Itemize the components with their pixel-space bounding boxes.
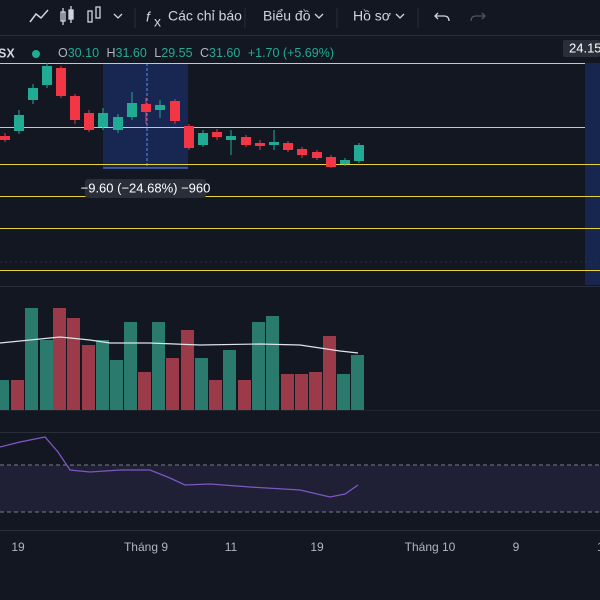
- volume-bar: [96, 340, 109, 410]
- volume-bar: [309, 372, 322, 410]
- volume-bar: [195, 358, 208, 410]
- candle-body: [198, 133, 208, 145]
- volume-bar: [351, 355, 364, 410]
- chevron[interactable]: [314, 13, 324, 19]
- rsi-line: [0, 436, 359, 498]
- candle-body: [312, 152, 322, 158]
- candle-body: [56, 68, 66, 96]
- candle-body: [255, 143, 265, 146]
- volume-bar: [152, 322, 165, 410]
- volume-bar: [138, 372, 151, 410]
- volume-bars: [0, 308, 364, 410]
- o-label: O: [58, 46, 68, 60]
- candle-body: [283, 143, 293, 150]
- level-lines: [0, 63, 600, 271]
- time-label: 19: [310, 540, 324, 554]
- candle-body: [0, 136, 10, 140]
- candle-body: [84, 113, 94, 130]
- candle-body: [297, 149, 307, 155]
- volume-bar: [181, 330, 194, 410]
- candle-body: [226, 136, 236, 140]
- volume-bar: [110, 360, 123, 410]
- volume-bar: [40, 340, 53, 410]
- time-label: Tháng 9: [124, 540, 168, 554]
- fx-icon[interactable]: f: [146, 9, 152, 25]
- candle-body: [269, 142, 279, 145]
- volume-bar: [166, 358, 179, 410]
- candle-body: [141, 104, 151, 112]
- measure-box: [85, 179, 206, 198]
- price-label-box: [563, 40, 600, 57]
- volume-bar: [295, 374, 308, 410]
- volume-bar: [25, 308, 38, 410]
- time-label: 19: [11, 540, 25, 554]
- undo-icon[interactable]: [434, 12, 450, 22]
- bar-icon[interactable]: [87, 6, 101, 23]
- volume-bar: [0, 380, 9, 410]
- time-label: 11: [225, 540, 238, 554]
- candle-body: [326, 157, 336, 167]
- time-label: Tháng 10: [405, 540, 456, 554]
- candles: [0, 63, 364, 168]
- volume-bar: [337, 374, 350, 410]
- candle-body: [28, 88, 38, 100]
- ohlc-legend: O30.10 H31.60 L29.55 C31.60 +1.70 (+5.69…: [58, 46, 334, 60]
- h-value: 31.60: [116, 46, 147, 60]
- candle-body: [354, 145, 364, 161]
- time-label: 9: [513, 540, 520, 554]
- candle-body: [42, 66, 52, 85]
- time-label: 1: [597, 540, 600, 554]
- candle-body: [184, 126, 194, 148]
- candle-body: [340, 160, 350, 164]
- volume-bar: [67, 318, 80, 410]
- candle-body: [127, 103, 137, 117]
- rsi-band: [0, 465, 600, 512]
- volume-ma: [0, 336, 359, 354]
- chevron[interactable]: [395, 13, 405, 19]
- candle-body: [241, 137, 251, 145]
- profile-button[interactable]: Hồ sơ: [353, 8, 391, 24]
- candle-body: [212, 132, 222, 137]
- candle-body: [155, 105, 165, 110]
- volume-bar: [266, 316, 279, 410]
- candle-body: [70, 96, 80, 120]
- fx-icon[interactable]: x: [154, 14, 161, 30]
- line-icon[interactable]: [29, 9, 49, 23]
- volume-bar: [124, 322, 137, 410]
- volume-bar: [252, 322, 265, 410]
- c-value: 31.60: [209, 46, 240, 60]
- volume-bar: [223, 350, 236, 410]
- chevron[interactable]: [113, 13, 123, 19]
- price-label: 24.15: [569, 40, 600, 55]
- symbol: SX: [0, 46, 15, 60]
- volume-bar: [209, 380, 222, 410]
- l-value: 29.55: [161, 46, 192, 60]
- volume-bar: [11, 380, 24, 410]
- volume-bar: [323, 336, 336, 410]
- volume-bar: [281, 374, 294, 410]
- c-label: C: [200, 46, 209, 60]
- redo-icon[interactable]: [470, 12, 486, 22]
- candle-body: [170, 101, 180, 121]
- candle-body: [14, 115, 24, 131]
- measure-label: −9.60 (−24.68%) −960: [81, 180, 211, 195]
- change: +1.70 (+5.69%): [248, 46, 334, 60]
- volume-bar: [238, 380, 251, 410]
- candle-icon[interactable]: [60, 6, 74, 25]
- volume-bar: [82, 345, 95, 410]
- status-dot: [32, 50, 40, 58]
- indicators-button[interactable]: Các chỉ báo: [168, 8, 242, 24]
- candle-body: [98, 113, 108, 127]
- candle-body: [113, 117, 123, 130]
- price-range-highlight: [585, 63, 600, 285]
- o-value: 30.10: [68, 46, 99, 60]
- l-label: L: [154, 46, 161, 60]
- chart-button[interactable]: Biểu đồ: [263, 8, 311, 24]
- volume-bar: [53, 308, 66, 410]
- h-label: H: [107, 46, 116, 60]
